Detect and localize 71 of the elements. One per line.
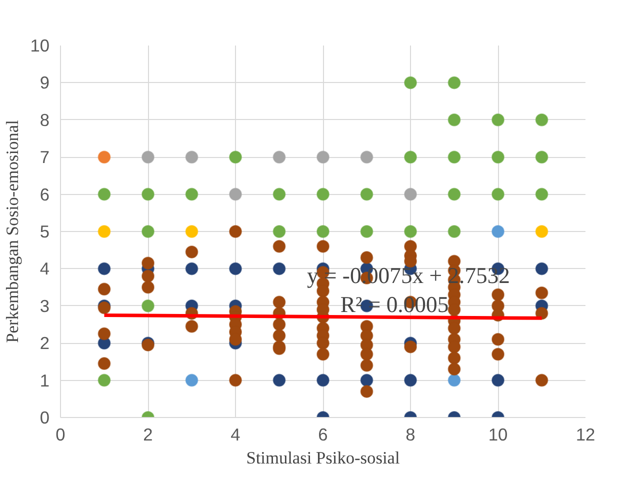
point — [229, 262, 242, 276]
point — [360, 225, 374, 238]
point — [404, 76, 417, 90]
point — [492, 374, 504, 387]
point — [185, 262, 198, 276]
y-tick-label: 1 — [40, 370, 50, 390]
point — [492, 188, 504, 201]
point — [448, 374, 461, 387]
point — [360, 188, 374, 201]
point — [142, 150, 154, 164]
point — [492, 150, 504, 164]
point — [229, 188, 242, 201]
y-tick-label: 10 — [30, 36, 50, 56]
x-tick-label: 10 — [488, 424, 508, 444]
x-tick-label: 6 — [318, 424, 328, 444]
y-tick-label: 8 — [40, 110, 50, 130]
point — [142, 188, 154, 201]
point — [492, 225, 504, 238]
point — [448, 76, 461, 90]
point — [535, 113, 548, 126]
point — [229, 150, 242, 164]
x-tick-label: 4 — [230, 424, 241, 444]
point — [448, 225, 461, 238]
y-tick-label: 3 — [40, 296, 50, 316]
x-tick-label: 12 — [576, 424, 596, 444]
x-tick-label: 0 — [56, 424, 66, 444]
point — [535, 150, 548, 164]
point — [404, 188, 417, 201]
y-tick-label: 6 — [40, 184, 50, 204]
point — [98, 225, 111, 238]
point — [272, 225, 286, 238]
point — [448, 113, 461, 126]
point — [98, 262, 111, 276]
point — [360, 374, 374, 387]
point — [98, 374, 111, 387]
y-tick-label: 7 — [40, 147, 50, 168]
point — [185, 225, 198, 238]
point — [448, 188, 461, 201]
point — [535, 262, 548, 276]
point — [316, 188, 330, 201]
point — [272, 262, 286, 276]
point — [98, 150, 111, 164]
point — [98, 188, 111, 201]
point — [185, 374, 198, 387]
point — [272, 188, 286, 201]
point — [316, 150, 330, 164]
point — [492, 113, 504, 126]
point — [316, 374, 330, 387]
x-tick-label: 2 — [143, 424, 153, 444]
point — [185, 150, 198, 164]
point — [360, 150, 374, 164]
y-axis-title: Perkembangan Sosio-emosional — [3, 120, 22, 343]
y-tick-label: 2 — [40, 333, 50, 354]
point — [448, 150, 461, 164]
x-axis-title: Stimulasi Psiko-sosial — [246, 448, 400, 468]
point — [142, 225, 154, 238]
point — [535, 188, 548, 201]
y-tick-label: 9 — [40, 72, 50, 93]
point — [142, 299, 154, 312]
point — [404, 374, 417, 387]
point — [185, 188, 198, 201]
y-tick-label: 0 — [40, 408, 50, 428]
point — [272, 150, 286, 164]
y-tick-label: 4 — [40, 258, 50, 279]
point — [404, 150, 417, 164]
point — [404, 225, 417, 238]
x-tick-label: 8 — [406, 424, 416, 444]
y-tick-label: 5 — [40, 222, 50, 242]
point — [316, 225, 330, 238]
point — [535, 225, 548, 238]
point — [272, 374, 286, 387]
